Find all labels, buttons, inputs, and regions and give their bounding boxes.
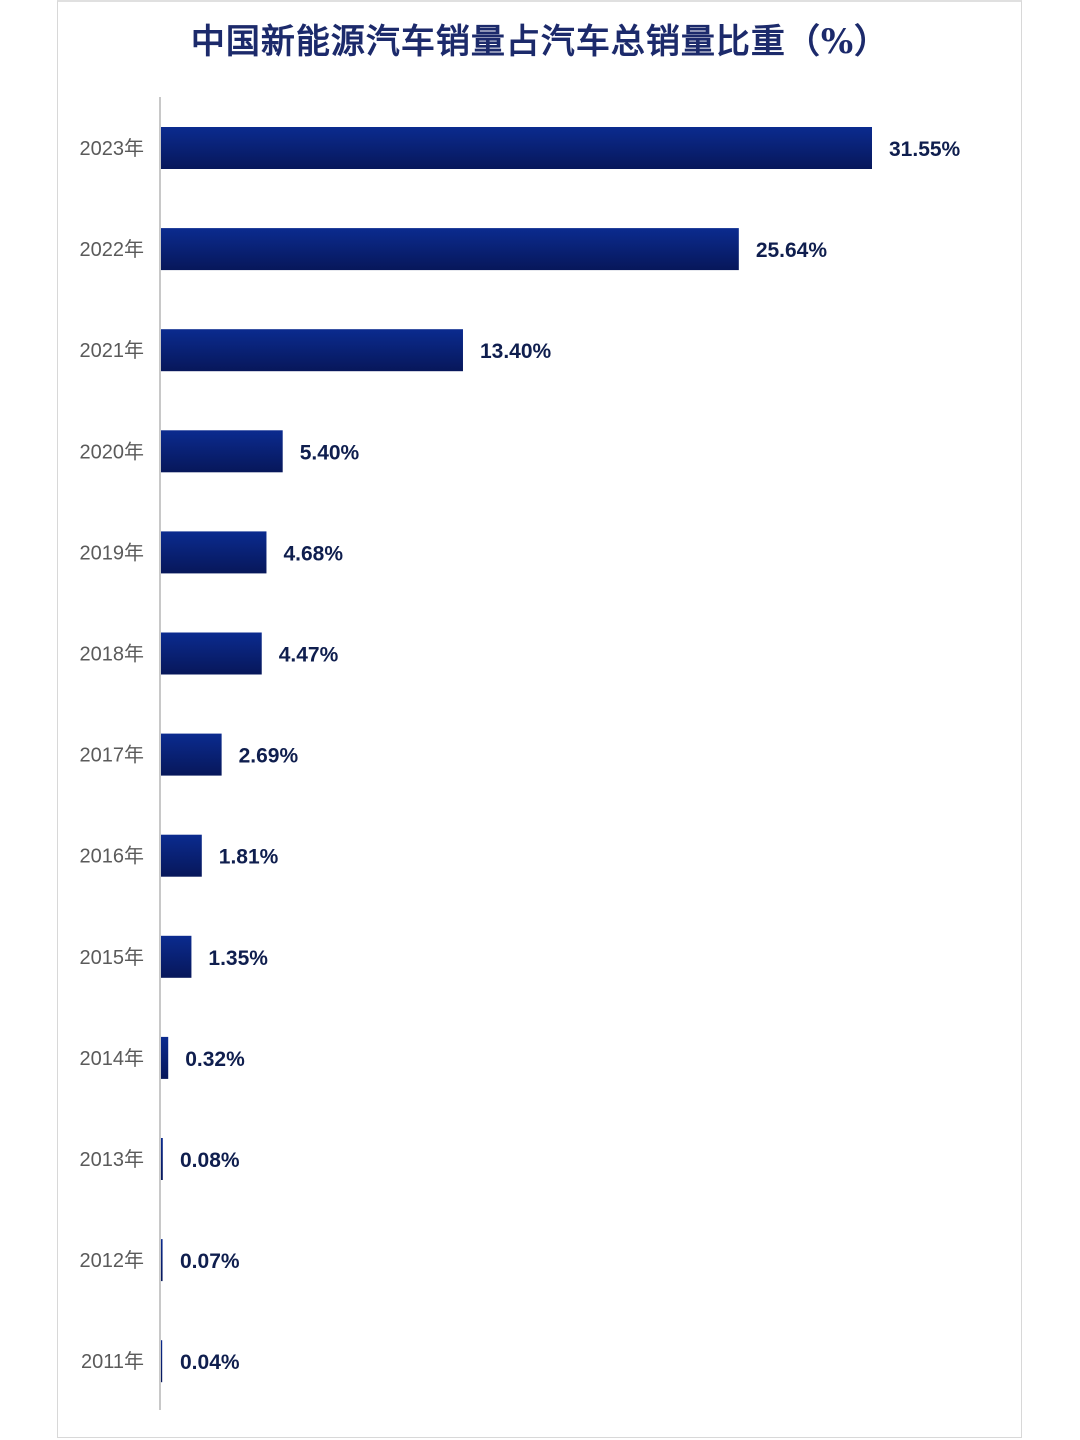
data-label: 0.07%: [180, 1250, 240, 1273]
category-label: 2013年: [80, 1148, 145, 1171]
bar: [161, 632, 262, 675]
data-label: 5.40%: [300, 441, 360, 464]
data-label: 0.32%: [185, 1048, 245, 1071]
data-label: 4.68%: [283, 542, 343, 565]
category-label: 2022年: [80, 238, 145, 261]
bar: [161, 1036, 169, 1079]
data-label: 2.69%: [239, 745, 299, 768]
category-label: 2017年: [80, 744, 145, 767]
category-label: 2020年: [80, 440, 145, 463]
category-label: 2012年: [80, 1249, 145, 1272]
category-label: 2016年: [80, 845, 145, 868]
bar: [161, 329, 463, 372]
category-label: 2015年: [80, 946, 145, 969]
category-label: 2011年: [81, 1350, 144, 1373]
bar: [161, 1138, 163, 1180]
bar: [161, 834, 202, 877]
category-label: 2023年: [80, 137, 145, 160]
category-label: 2021年: [80, 339, 145, 362]
bar: [161, 1239, 163, 1282]
data-label: 1.81%: [219, 846, 279, 869]
data-label: 25.64%: [756, 239, 828, 262]
data-label: 13.40%: [480, 340, 552, 363]
bar: [161, 127, 872, 169]
bar: [161, 1340, 163, 1383]
data-label: 31.55%: [889, 138, 961, 161]
category-label: 2019年: [80, 541, 145, 564]
category-label: 2018年: [80, 643, 145, 666]
data-label: 4.47%: [279, 644, 339, 667]
bar: [161, 430, 283, 473]
chart-title: 中国新能源汽车销量占汽车总销量比重（%）: [190, 22, 890, 62]
data-label: 0.04%: [180, 1351, 240, 1374]
category-label: 2014年: [80, 1047, 145, 1070]
bar: [161, 228, 739, 271]
data-label: 1.35%: [208, 947, 268, 970]
bar: [161, 935, 192, 978]
bar: [161, 733, 222, 776]
bar: [161, 531, 267, 574]
chart-frame: [57, 0, 1022, 1438]
data-label: 0.08%: [180, 1149, 240, 1172]
